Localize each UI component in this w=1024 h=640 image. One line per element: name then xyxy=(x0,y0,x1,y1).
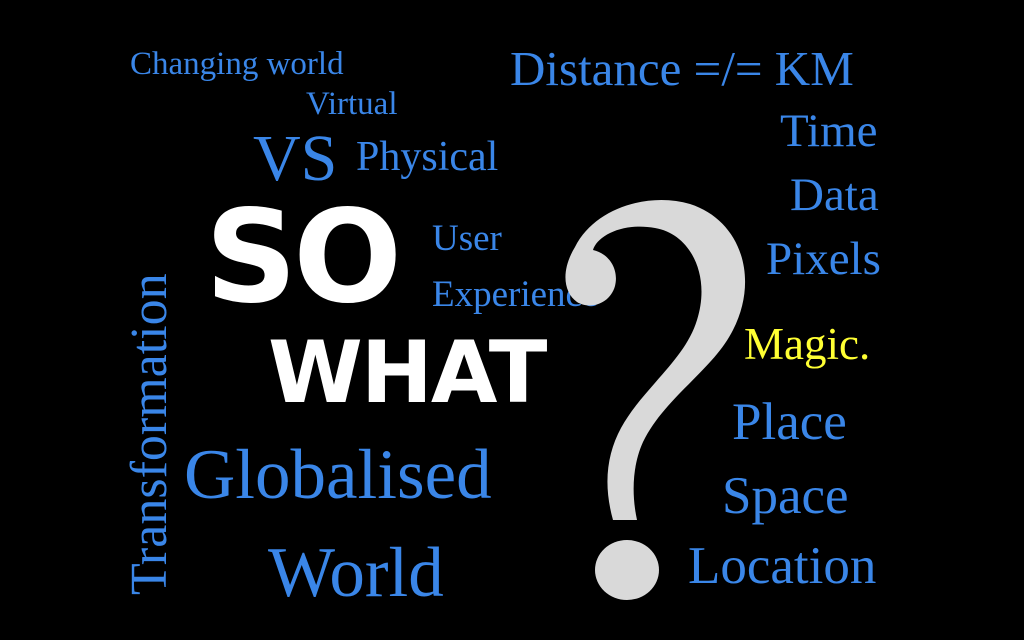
word-physical: Physical xyxy=(356,134,499,180)
word-virtual: Virtual xyxy=(306,86,398,122)
question-mark-icon xyxy=(565,199,746,600)
word-transformation: Transformation xyxy=(121,273,178,595)
word-changing-world: Changing world xyxy=(130,46,344,82)
word-vs: VS xyxy=(253,122,338,195)
word-time: Time xyxy=(780,105,878,157)
word-place: Place xyxy=(732,393,847,451)
word-globalised: Globalised xyxy=(184,436,492,514)
word-world: World xyxy=(268,534,444,612)
word-distance: Distance =/= KM xyxy=(510,41,854,96)
word-magic: Magic. xyxy=(744,319,871,369)
question-mark-dot xyxy=(595,540,659,600)
word-pixels: Pixels xyxy=(766,233,881,285)
word-so: SO xyxy=(205,183,402,332)
word-space: Space xyxy=(722,467,849,525)
word-what: WHAT xyxy=(268,323,547,423)
word-user: User xyxy=(432,218,502,259)
word-data: Data xyxy=(790,169,879,221)
question-mark-hook xyxy=(565,199,746,520)
word-location: Location xyxy=(688,537,877,595)
